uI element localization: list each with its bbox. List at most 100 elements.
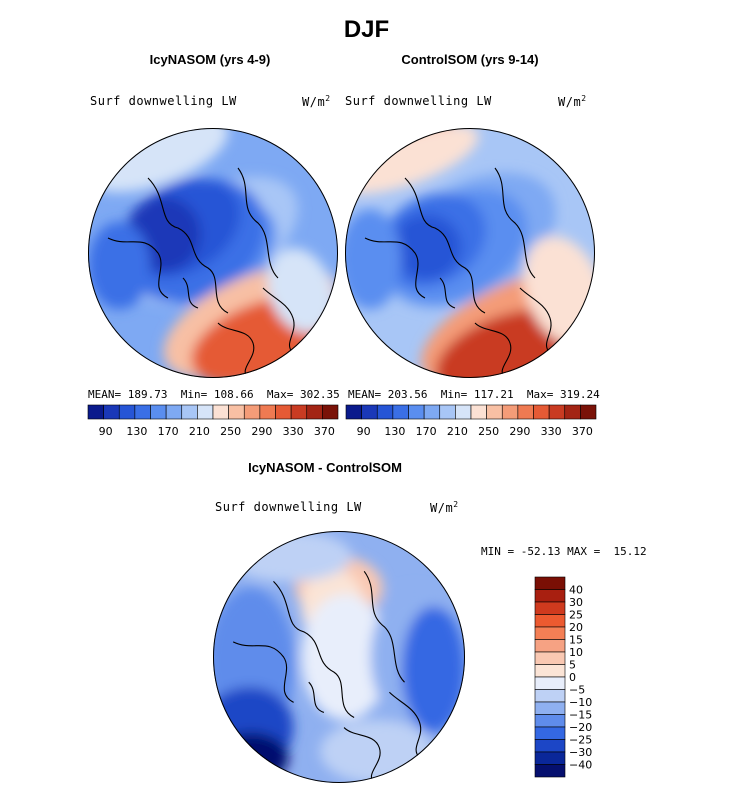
panel1-colorbar: 90 130 170 210 250 290 330 370 <box>87 404 339 438</box>
colorbar-swatch <box>533 404 550 420</box>
colorbar-swatch <box>408 404 425 420</box>
colorbar-swatch <box>290 404 308 420</box>
colorbar-tick-label: −25 <box>569 734 592 747</box>
panel1-map <box>88 128 338 378</box>
colorbar-swatch <box>534 689 566 703</box>
panel1-variable-label: Surf downwelling LW <box>90 94 237 108</box>
panel3-map <box>213 531 465 783</box>
colorbar-tick-label: 290 <box>251 425 272 438</box>
colorbar-swatch <box>181 404 198 420</box>
map-boundary <box>345 128 595 378</box>
colorbar-swatch <box>534 651 566 665</box>
map-contour-region <box>391 214 462 280</box>
colorbar-swatch <box>392 404 409 420</box>
map-contour-region <box>213 732 289 783</box>
colorbar-tick-label: 5 <box>569 659 576 672</box>
colorbar-tick-label: 0 <box>569 671 576 684</box>
panel3-title: IcyNASOM - ControlSOM <box>248 460 402 475</box>
colorbar-swatch <box>534 726 566 740</box>
colorbar-swatch <box>534 739 566 753</box>
coastline <box>474 322 512 378</box>
colorbar-swatch <box>534 639 566 653</box>
colorbar-swatch <box>455 404 472 420</box>
coastline <box>494 167 536 279</box>
colorbar-swatch <box>470 404 487 420</box>
colorbar-swatch <box>534 576 566 590</box>
colorbar-swatch <box>322 404 339 420</box>
colorbar-tick-label: 20 <box>569 621 583 634</box>
colorbar-tick-label: 90 <box>357 425 371 438</box>
coastline <box>237 167 279 279</box>
colorbar-swatch <box>165 404 183 420</box>
map-contour-region <box>88 128 229 192</box>
map-contour-region <box>301 594 390 720</box>
colorbar-tick-label: 290 <box>509 425 530 438</box>
colorbar-tick-label: 170 <box>416 425 437 438</box>
colorbar-tick-label: −20 <box>569 721 592 734</box>
colorbar-swatch <box>564 404 581 420</box>
colorbar-swatch <box>534 601 566 615</box>
panel1-stats: MEAN= 189.73 Min= 108.66 Max= 302.35 <box>88 388 340 401</box>
colorbar-swatch <box>534 714 566 728</box>
colorbar-tick-label: 370 <box>572 425 593 438</box>
colorbar-tick-label: −15 <box>569 709 592 722</box>
colorbar-swatch <box>534 664 566 678</box>
colorbar-tick-label: 330 <box>541 425 562 438</box>
coastline <box>147 177 229 314</box>
panel2-map <box>345 128 595 378</box>
colorbar-swatch <box>548 404 566 420</box>
coastline <box>519 287 552 354</box>
colorbar-tick-label: 210 <box>447 425 468 438</box>
colorbar-tick-label: 170 <box>158 425 179 438</box>
colorbar-swatch <box>197 404 214 420</box>
colorbar-swatch <box>134 404 151 420</box>
map-boundary <box>88 128 338 378</box>
panel1-title: IcyNASOM (yrs 4-9) <box>149 52 271 67</box>
colorbar-tick-label: 250 <box>220 425 241 438</box>
colorbar-swatch <box>423 404 441 420</box>
coastline <box>273 581 355 718</box>
colorbar-tick-label: 15 <box>569 634 583 647</box>
colorbar-swatch <box>275 404 292 420</box>
colorbar-tick-label: −5 <box>569 684 585 697</box>
colorbar-swatch <box>212 404 229 420</box>
panel2-colorbar: 90 130 170 210 250 290 330 370 <box>345 404 597 438</box>
colorbar-tick-label: 370 <box>314 425 335 438</box>
panel2-stats: MEAN= 203.56 Min= 117.21 Max= 319.24 <box>348 388 600 401</box>
colorbar-swatch <box>345 404 362 420</box>
panel1-units: W/m2 <box>302 94 331 109</box>
coastlines <box>232 570 422 783</box>
colorbar-swatch <box>580 404 597 420</box>
coastline <box>364 237 426 299</box>
coastlines <box>107 167 295 378</box>
map-contour-region <box>402 606 465 733</box>
coastline <box>343 727 381 783</box>
colorbar-swatch <box>534 751 566 765</box>
colorbar-tick-label: 210 <box>189 425 210 438</box>
colorbar-tick-label: 30 <box>569 596 583 609</box>
map-contour-region <box>267 248 334 333</box>
panel2-units: W/m2 <box>558 94 587 109</box>
colorbar-swatch <box>534 764 566 778</box>
coastlines <box>364 167 552 378</box>
panel2-title: ControlSOM (yrs 9-14) <box>401 52 539 67</box>
panel3-units: W/m2 <box>430 500 459 515</box>
colorbar-swatch <box>376 404 394 420</box>
colorbar-swatch <box>243 404 261 420</box>
colorbar-tick-label: 10 <box>569 646 583 659</box>
colorbar-swatch <box>534 626 566 640</box>
panel3-variable-label: Surf downwelling LW <box>215 500 362 514</box>
colorbar-swatch <box>439 404 456 420</box>
colorbar-swatch <box>87 404 104 420</box>
colorbar-tick-label: −40 <box>569 759 592 772</box>
colorbar-swatch <box>534 589 566 603</box>
colorbar-swatch <box>534 701 566 715</box>
colorbar-tick-label: −30 <box>569 746 592 759</box>
map-boundary <box>213 531 465 783</box>
map-field <box>345 128 595 378</box>
map-contour-region <box>88 221 151 310</box>
coastline <box>363 570 405 683</box>
colorbar-swatch <box>259 404 276 420</box>
colorbar-tick-label: 130 <box>126 425 147 438</box>
